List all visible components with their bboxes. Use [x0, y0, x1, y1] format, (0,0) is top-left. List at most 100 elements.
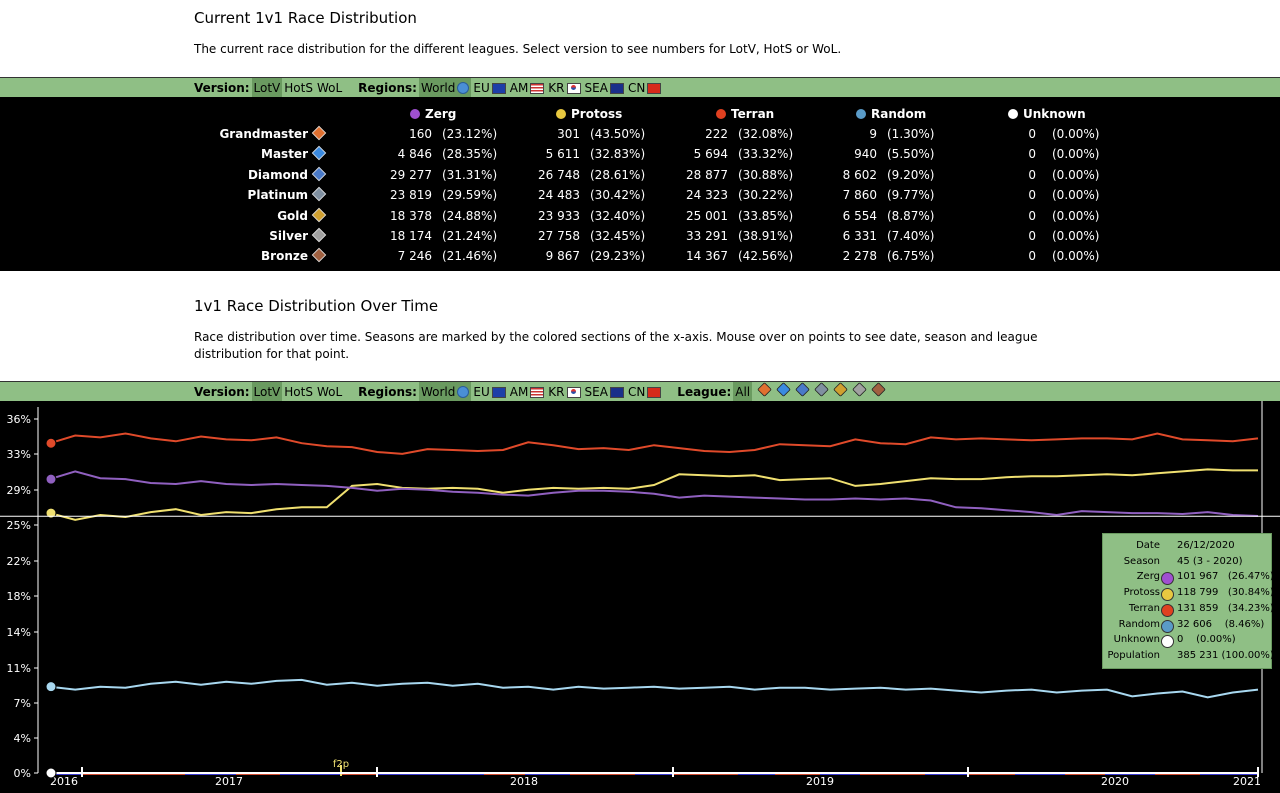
version-wol-button[interactable]: WoL	[316, 385, 343, 399]
cell-percent: (21.24%)	[442, 229, 498, 243]
tooltip-race-icon	[1161, 588, 1174, 602]
page-description: The current race distribution for the di…	[194, 42, 842, 56]
version-toolbar: Version: LotV HotS WoL Regions: World EU…	[0, 77, 1280, 98]
x-tick-label: 2016	[50, 775, 78, 788]
cn-flag-icon	[647, 82, 662, 94]
tooltip-row: Terran 131 859 (34.23%)	[1103, 602, 1274, 618]
cell-count: 6 554	[842, 208, 877, 223]
kr-flag-icon	[566, 386, 581, 398]
region-eu-button[interactable]: EU	[471, 382, 507, 402]
cell-count: 25 001	[686, 208, 728, 223]
cell-count: 0	[1028, 167, 1036, 182]
tooltip-row: Protoss 118 799 (30.84%)	[1103, 587, 1274, 602]
cell-percent: (7.40%)	[887, 229, 935, 243]
league-all-button[interactable]: All	[733, 382, 753, 402]
region-label: World	[420, 81, 456, 95]
y-tick-label: 33%	[7, 448, 31, 461]
page-title: Current 1v1 Race Distribution	[194, 9, 417, 27]
cell-count: 301	[557, 127, 580, 141]
tooltip-key: Date	[1136, 540, 1160, 551]
region-world-button[interactable]: World	[418, 78, 472, 98]
league-silver-icon[interactable]	[852, 382, 867, 397]
cell-count: 9 867	[545, 249, 580, 264]
region-sea-button[interactable]: SEA	[583, 78, 626, 98]
cell-count: 4 846	[397, 147, 432, 162]
league-grandmaster-icon[interactable]	[757, 382, 772, 397]
tooltip-race-icon	[1161, 619, 1174, 633]
chart-toolbar: Version: LotV HotS WoL Regions: World EU…	[0, 381, 1280, 402]
version-hots-button[interactable]: HotS	[284, 385, 313, 399]
cell-percent: (30.42%)	[590, 188, 646, 203]
league-bronze-icon[interactable]	[871, 382, 886, 397]
version-wol-button[interactable]: WoL	[316, 81, 343, 95]
region-kr-button[interactable]: KR	[546, 382, 582, 402]
cell-count: 6 331	[842, 229, 877, 243]
cell-count: 222	[705, 127, 728, 141]
cell-percent: (23.12%)	[442, 127, 498, 141]
league-gold-icon	[311, 207, 327, 222]
f2p-label: f2p	[333, 759, 349, 770]
version-hots-button[interactable]: HotS	[284, 81, 313, 95]
region-am-button[interactable]: AM	[508, 78, 547, 98]
league-platinum-icon[interactable]	[814, 382, 829, 397]
y-tick-label: 29%	[7, 484, 31, 497]
cell-count: 18 174	[390, 229, 432, 243]
region-am-button[interactable]: AM	[508, 382, 547, 402]
regions-label: Regions:	[358, 81, 417, 95]
region-label: KR	[548, 81, 565, 95]
tooltip-row: Random 32 606 (8.46%)	[1103, 619, 1271, 634]
region-kr-button[interactable]: KR	[546, 78, 582, 98]
tooltip-key: Terran	[1128, 602, 1160, 614]
cell-count: 0	[1028, 147, 1036, 162]
cell-count: 29 277	[390, 167, 432, 182]
protoss-race-icon	[556, 109, 566, 119]
race-header-unknown: Unknown	[1008, 107, 1086, 121]
y-tick-label: 11%	[7, 662, 31, 675]
league-silver-label: Silver	[269, 227, 327, 243]
league-label: League:	[677, 385, 732, 399]
league-master-icon[interactable]	[776, 382, 791, 397]
league-master-label: Master	[261, 146, 327, 161]
race-label: Protoss	[571, 107, 623, 121]
race-distribution-chart[interactable]: 36% 33% 29% 25% 22% 18% 14% 11% 7% 4% 0% 2016 2017 20…	[0, 401, 1280, 793]
tooltip-row: Season 45 (3 - 2020)	[1103, 556, 1271, 571]
region-sea-button[interactable]: SEA	[583, 382, 626, 402]
cell-percent: (24.88%)	[442, 208, 498, 223]
race-header-protoss: Protoss	[556, 107, 622, 121]
cell-percent: (0.00%)	[1052, 188, 1100, 203]
cell-percent: (32.45%)	[590, 229, 646, 243]
zerg-race-icon	[45, 473, 57, 485]
zerg-race-icon	[410, 109, 420, 119]
au-flag-icon	[609, 386, 624, 398]
cell-count: 940	[854, 147, 877, 162]
tooltip-row: Population 385 231 (100.00%)	[1103, 650, 1273, 665]
league-name: Diamond	[247, 167, 308, 182]
region-eu-button[interactable]: EU	[471, 78, 507, 98]
league-bronze-label: Bronze	[261, 248, 327, 263]
region-cn-button[interactable]: CN	[626, 78, 663, 98]
version-label: Version:	[194, 81, 250, 95]
cell-percent: (0.00%)	[1052, 249, 1100, 264]
race-header-random: Random	[856, 107, 926, 121]
version-lotv-button[interactable]: LotV	[251, 382, 283, 402]
cell-count: 5 611	[545, 147, 580, 162]
cell-percent: (29.23%)	[590, 249, 646, 264]
eu-flag-icon	[491, 82, 506, 94]
cell-count: 14 367	[686, 249, 728, 264]
league-diamond-icon[interactable]	[795, 382, 810, 397]
region-world-button[interactable]: World	[418, 382, 472, 402]
league-gold-icon[interactable]	[833, 382, 848, 397]
cell-count: 8 602	[842, 167, 877, 182]
region-label: CN	[627, 81, 646, 95]
x-tick-label: 2017	[215, 775, 243, 788]
league-grandmaster-icon	[311, 125, 327, 141]
x-tick-label: 2021	[1233, 775, 1261, 788]
version-lotv-button[interactable]: LotV	[251, 78, 283, 98]
tooltip-key: Zerg	[1136, 571, 1160, 583]
random-race-icon	[45, 681, 57, 693]
region-cn-button[interactable]: CN	[626, 382, 663, 402]
region-label: World	[420, 385, 456, 399]
cell-percent: (32.83%)	[590, 147, 646, 162]
cell-percent: (6.75%)	[887, 249, 935, 264]
tooltip-race-icon	[1161, 635, 1174, 649]
